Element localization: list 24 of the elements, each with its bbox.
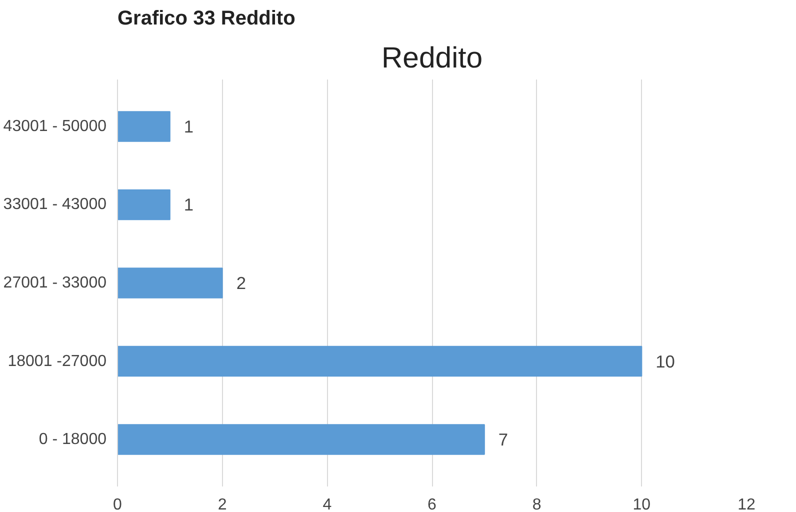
data-label: 2 [236,273,246,293]
y-tick-label: 27001 - 33000 [3,274,107,292]
data-label: 7 [498,430,508,450]
y-tick-label: 0 - 18000 [38,431,107,448]
bar [118,111,170,142]
text: Grafico 33 Reddito [118,8,296,30]
bar [118,268,223,298]
y-tick-label: 43001 - 50000 [3,118,107,135]
data-label: 10 [656,351,675,372]
x-tick-label: 10 [632,496,651,512]
y-tick-label: 33001 - 43000 [3,196,107,214]
bar [118,346,642,377]
data-label: 1 [184,194,194,215]
chart-title: Reddito [381,42,483,74]
x-tick-label: 6 [428,496,437,512]
x-tick-label: 4 [322,496,332,512]
x-tick-label: 0 [113,496,122,512]
bar [118,189,170,220]
data-label: 1 [184,116,194,136]
x-tick-label: 2 [218,496,227,512]
y-tick-label: 18001 -27000 [8,352,107,370]
bar [118,424,485,455]
x-tick-label: 12 [738,496,756,512]
x-tick-label: 8 [532,496,542,512]
